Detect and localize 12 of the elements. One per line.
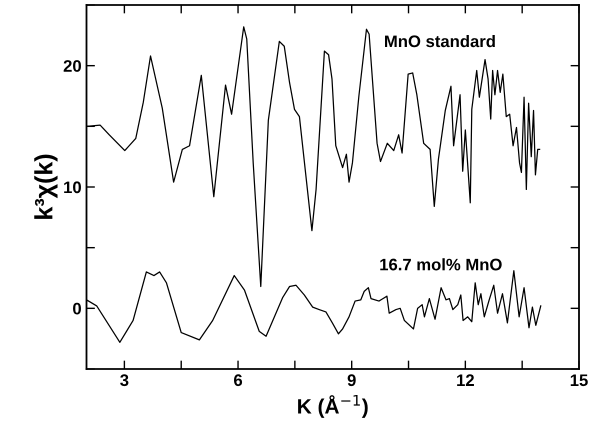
x-tick-label: 15: [570, 374, 588, 386]
x-axis-title: K (Å$^{−1}$): [298, 394, 368, 418]
y-tick-label: 10: [64, 181, 81, 194]
series-label: MnO standard: [385, 34, 495, 48]
y-tick-label: 0: [73, 302, 81, 315]
x-tick-label: 12: [457, 374, 474, 386]
x-tick-label: 9: [348, 374, 356, 386]
y-axis-title: k³χ(k): [34, 154, 58, 219]
series-label: 16.7 mol% MnO: [380, 258, 502, 270]
y-tick-label: 20: [64, 60, 81, 72]
x-tick-label: 3: [120, 374, 128, 386]
x-tick-label: 6: [234, 374, 242, 386]
